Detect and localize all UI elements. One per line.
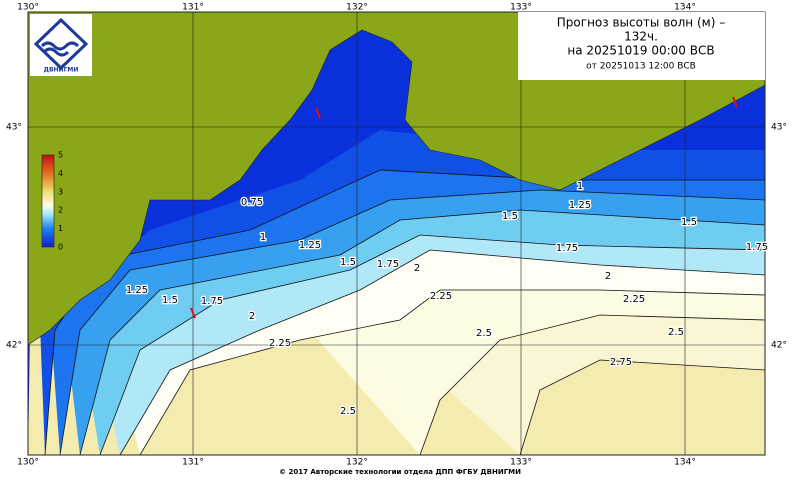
station-marker (190, 307, 196, 319)
title-box (518, 12, 765, 80)
contour-label: 1.5 (340, 257, 356, 268)
logo-text: ДВНИГМИ (44, 67, 79, 74)
contour-label: 2.25 (430, 291, 452, 302)
lon-label-bottom: 130° (17, 458, 39, 468)
contour-line (79, 209, 765, 455)
contour-line (99, 234, 765, 455)
lat-label-right: 43° (771, 123, 787, 133)
contour-label: 1.75 (201, 296, 223, 307)
lat-label-left: 43° (6, 123, 22, 133)
contour-label: 1 (577, 181, 583, 192)
contour-label: 2.25 (623, 294, 645, 305)
title-line: от 20251013 12:00 ВСВ (586, 62, 696, 72)
sea (28, 12, 765, 455)
contour-label: 2.25 (269, 338, 291, 349)
contour-label: 1.25 (299, 240, 321, 251)
colorbar-label: 4 (58, 169, 63, 178)
contour-label: 1.5 (162, 295, 178, 306)
colorbar-label: 3 (58, 187, 63, 196)
lon-label-bottom: 134° (674, 458, 696, 468)
contour-label: 1.75 (556, 243, 578, 254)
contour-label: 1.25 (569, 200, 591, 211)
contour-label: 1.75 (377, 259, 399, 270)
contour-label: 1 (260, 232, 266, 243)
contour-label: 1.5 (502, 211, 518, 222)
contour-label: 2 (249, 311, 255, 322)
title-line: 132ч. (624, 30, 658, 44)
colorbar-label: 1 (58, 224, 63, 233)
land (28, 12, 765, 346)
logo-waves (40, 41, 80, 57)
contour-label: 1.75 (746, 242, 768, 253)
station-marker (315, 107, 321, 119)
lon-label-bottom: 133° (510, 458, 532, 468)
lon-label-top: 130° (17, 3, 39, 13)
lon-label-top: 133° (510, 3, 532, 13)
contour-line (119, 249, 765, 455)
colorbar (41, 154, 55, 248)
lat-label-right: 42° (771, 341, 787, 351)
contour-label: 2.5 (476, 328, 492, 339)
contour-label: 1.25 (126, 285, 148, 296)
lon-label-top: 134° (674, 3, 696, 13)
lon-label-bottom: 131° (182, 458, 204, 468)
contour-line (139, 289, 765, 455)
contour-label: 2 (605, 271, 611, 282)
colorbar-label: 0 (58, 243, 63, 252)
station-marker (732, 96, 738, 108)
lat-label-left: 42° (6, 341, 22, 351)
contour-line (519, 359, 765, 455)
contour-line (59, 189, 765, 455)
logo-box (30, 14, 92, 76)
map-frame (27, 11, 766, 456)
lon-label-top: 131° (182, 3, 204, 13)
colorbar-label: 5 (58, 151, 63, 160)
title-line: на 20251019 00:00 ВСВ (567, 44, 714, 58)
contour-label: 2.5 (668, 327, 684, 338)
contour-label: 2.5 (340, 406, 356, 417)
lon-label-bottom: 132° (346, 458, 368, 468)
contour-label: 1.5 (681, 217, 697, 228)
colorbar-label: 2 (58, 206, 63, 215)
contour-label: 2.75 (610, 357, 632, 368)
logo-diamond (33, 17, 89, 71)
title-line: Прогноз высоты волн (м) – (557, 16, 725, 30)
footer: © 2017 Авторские технологии отдела ДПП Ф… (279, 468, 521, 476)
lon-label-top: 132° (346, 3, 368, 13)
contour-line (419, 314, 765, 455)
contour-label: 0.75 (241, 197, 263, 208)
contour-label: 2 (414, 263, 420, 274)
